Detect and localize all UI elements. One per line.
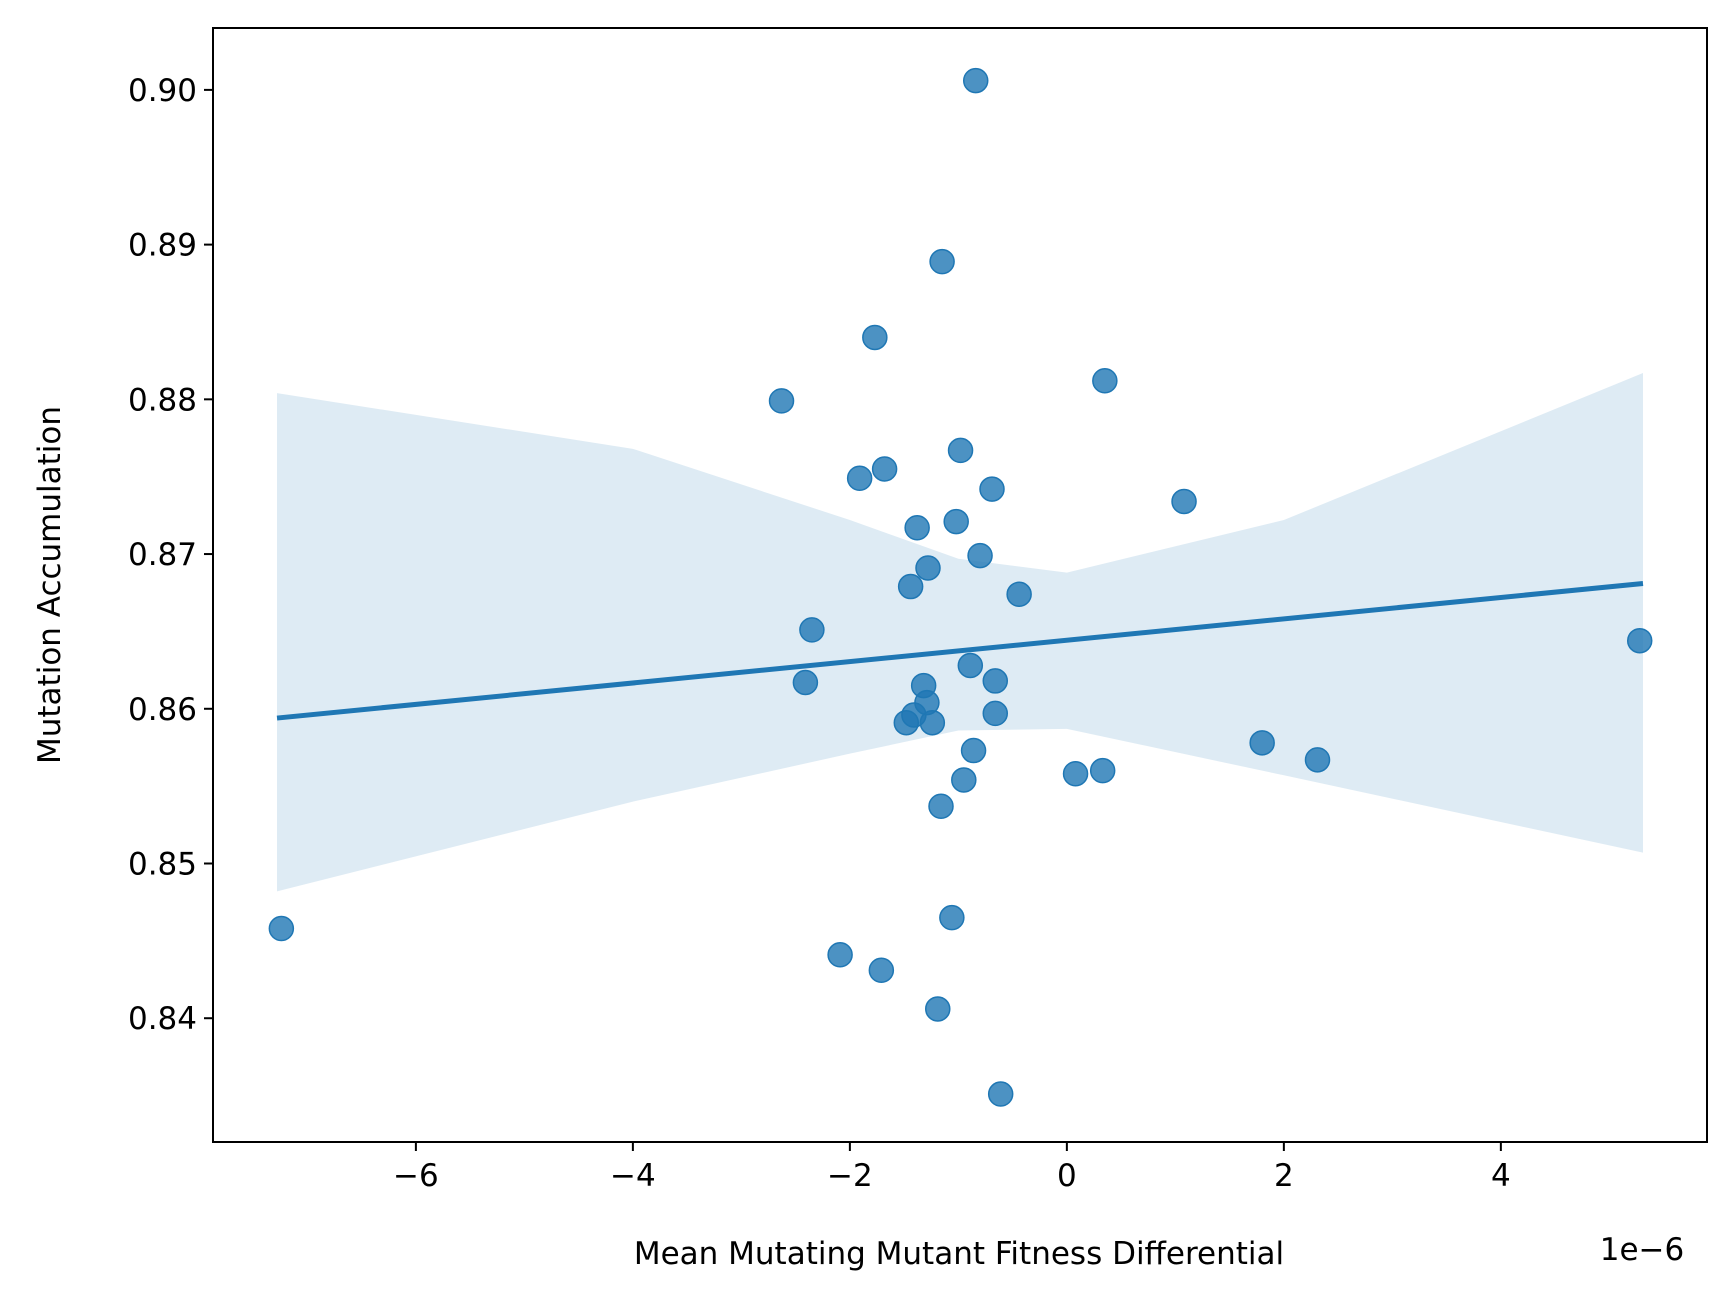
y-tick-label: 0.85 [128,847,197,883]
point [871,456,898,482]
point [960,737,987,764]
point [1092,368,1118,394]
y-tick-label: 0.84 [128,1001,197,1037]
x-tick-label: 0 [1057,1158,1077,1194]
point [1171,488,1197,515]
point [862,324,888,351]
point [957,652,984,679]
plot-frame [212,27,1708,1143]
y-tick-label: 0.90 [128,73,197,109]
point [982,668,1009,694]
point [827,942,853,968]
point [768,388,795,414]
point [928,793,954,820]
point [951,767,977,793]
point [846,465,873,491]
point [982,700,1009,727]
point [792,669,819,696]
point [967,542,993,569]
point [925,996,951,1022]
y-tick-label: 0.86 [128,692,197,728]
regression-line [276,580,1644,721]
point [268,915,295,942]
confidence-band [277,373,1643,892]
point [962,67,989,94]
x-tick-label: −2 [827,1158,873,1194]
y-tick-label: 0.89 [128,228,197,264]
x-axis-label: Mean Mutating Mutant Fitness Differentia… [634,1236,1284,1272]
point [947,437,974,464]
point [904,515,930,541]
x-tick-label: −6 [393,1158,439,1194]
x-tick-label: 4 [1491,1158,1511,1194]
point [915,555,941,581]
point [987,1081,1014,1107]
point [919,709,946,736]
x-tick-label: −4 [610,1158,656,1194]
point [939,904,965,931]
y-tick-label: 0.87 [128,537,197,573]
point [929,248,955,275]
point [1062,761,1089,787]
y-axis-label: Mutation Accumulation [32,406,68,764]
point [799,617,825,643]
point [943,508,969,535]
point [1626,627,1653,654]
y-tick-label: 0.88 [128,382,197,418]
point [1304,747,1331,773]
point [979,476,1005,502]
x-tick-label: 2 [1274,1158,1294,1194]
point [1249,730,1275,756]
point [1006,581,1032,608]
point [897,573,924,600]
point [1089,757,1116,784]
x-offset-label: 1e−6 [1600,1232,1685,1268]
point [868,957,895,984]
